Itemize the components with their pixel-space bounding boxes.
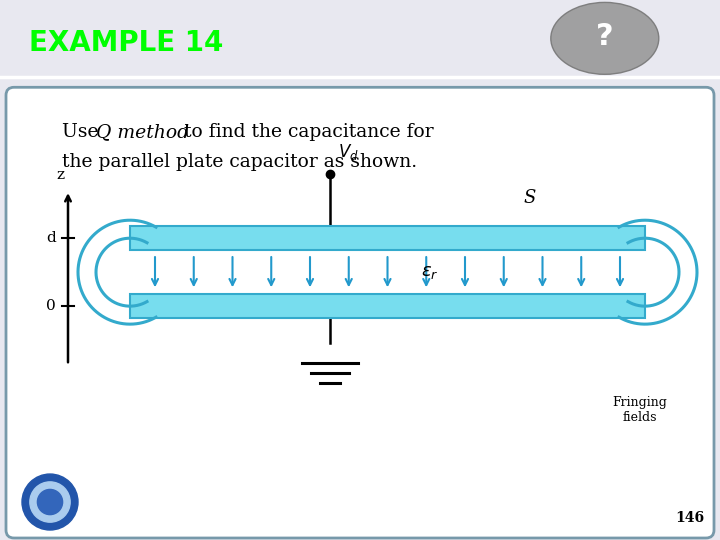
Text: the parallel plate capacitor as shown.: the parallel plate capacitor as shown. xyxy=(62,153,417,171)
Text: to find the capacitance for: to find the capacitance for xyxy=(178,123,433,141)
Text: 0: 0 xyxy=(46,299,56,313)
Ellipse shape xyxy=(551,2,659,75)
Text: S: S xyxy=(524,189,536,207)
FancyBboxPatch shape xyxy=(6,87,714,538)
Circle shape xyxy=(30,482,70,522)
Text: EXAMPLE 14: EXAMPLE 14 xyxy=(29,29,223,57)
Circle shape xyxy=(37,489,63,515)
Bar xyxy=(130,294,645,318)
Bar xyxy=(130,226,645,250)
Text: $\varepsilon_r$: $\varepsilon_r$ xyxy=(421,263,438,281)
Text: $V_d$: $V_d$ xyxy=(338,142,359,162)
Text: Use: Use xyxy=(62,123,104,141)
Text: d: d xyxy=(46,231,56,245)
Text: Fringing
fields: Fringing fields xyxy=(613,396,667,424)
Text: z: z xyxy=(56,168,64,182)
Circle shape xyxy=(22,474,78,530)
Text: 146: 146 xyxy=(675,511,705,525)
Text: Q method: Q method xyxy=(96,123,189,141)
Text: ?: ? xyxy=(596,22,613,51)
